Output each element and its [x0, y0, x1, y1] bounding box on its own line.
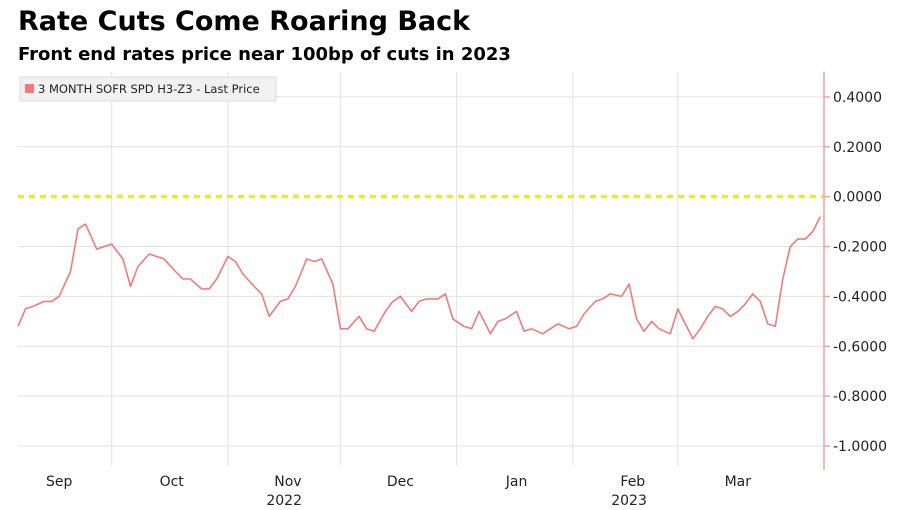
x-tick-label: Feb: [620, 474, 645, 490]
x-tick-label: Oct: [160, 474, 185, 490]
x-tick-label: Dec: [387, 474, 414, 490]
y-tick-label: 0.2000: [833, 140, 882, 156]
legend: 3 MONTH SOFR SPD H3-Z3 - Last Price: [19, 76, 277, 102]
chart-title: Rate Cuts Come Roaring Back: [18, 6, 471, 37]
y-axis-ticks: 0.4000 0.2000 0.0000 -0.2000 -0.4000 -0.6000 -…: [824, 90, 887, 455]
y-tick-label: -1.0000: [833, 439, 887, 455]
x-year-label: 2022: [266, 493, 302, 509]
x-year-label: 2023: [611, 493, 647, 509]
x-tick-label: Mar: [725, 474, 752, 490]
y-tick-label: -0.6000: [833, 339, 887, 355]
x-axis-ticks: Sep Oct Nov Dec Jan Feb Mar 2022 2023: [46, 474, 751, 509]
y-tick-label: -0.8000: [833, 389, 887, 405]
y-tick-label: 0.0000: [833, 190, 882, 206]
x-tick-label: Nov: [274, 474, 301, 490]
legend-background: [19, 76, 277, 102]
y-tick-label: -0.4000: [833, 289, 887, 305]
chart-subtitle: Front end rates price near 100bp of cuts…: [18, 44, 511, 65]
legend-swatch: [25, 84, 34, 93]
y-tick-label: -0.2000: [833, 240, 887, 256]
series-line: [17, 216, 822, 340]
x-tick-label: Sep: [46, 474, 73, 490]
series-layer: [17, 216, 822, 340]
gridlines: [18, 72, 824, 466]
y-tick-label: 0.4000: [833, 90, 882, 106]
legend-label: 3 MONTH SOFR SPD H3-Z3 - Last Price: [38, 82, 260, 96]
x-tick-label: Jan: [505, 474, 528, 490]
